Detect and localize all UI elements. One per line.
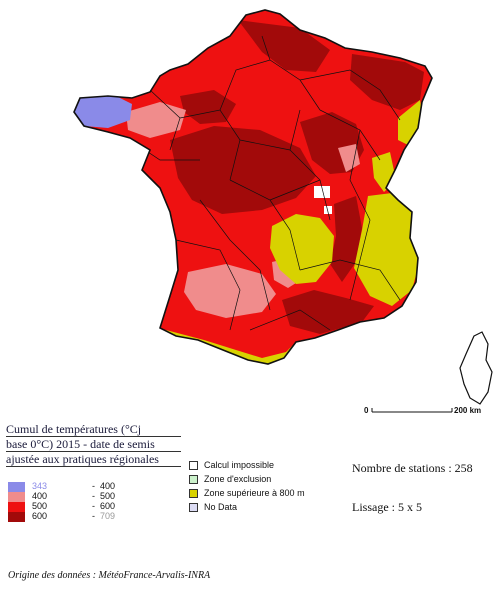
legend-class-1-swatch: [8, 482, 25, 492]
data-origin: Origine des données : MétéoFrance-Arvali…: [8, 570, 211, 581]
legend-class-4-dash: -: [92, 511, 95, 521]
key-zone-800m-label: Zone supérieure à 800 m: [204, 488, 305, 498]
legend-class-2-high: 500: [100, 491, 116, 501]
white-zone-calcul-impossible: [314, 186, 330, 198]
white-zone-small: [324, 206, 332, 214]
key-zone-exclusion-label: Zone d'exclusion: [204, 474, 272, 484]
pink-zone-aquitaine: [184, 264, 276, 318]
legend-class-2-low: 400: [32, 491, 48, 501]
legend-class-4-low: 600: [32, 511, 48, 521]
smoothing-info: Lissage : 5 x 5: [352, 500, 422, 514]
key-zone-exclusion-box: [189, 475, 198, 484]
stations-count: Nombre de stations : 258: [352, 461, 473, 475]
yellow-zone-massif-central: [270, 214, 334, 284]
legend-class-3-low: 500: [32, 501, 48, 511]
france-outline: [73, 9, 433, 365]
pink-zone-normandy: [126, 102, 186, 138]
legend-class-3-swatch: [8, 502, 25, 512]
legend-title: Cumul de températures (°Cj base 0°C) 201…: [6, 422, 181, 467]
legend-class-2-swatch: [8, 492, 25, 502]
legend-title-line-3: ajustée aux pratiques régionales: [6, 452, 181, 467]
temperature-map: [73, 9, 493, 413]
legend-title-line-1: Cumul de températures (°Cj: [6, 422, 181, 437]
legend-class-1-dash: -: [92, 481, 95, 491]
key-no-data-box: [189, 503, 198, 512]
corsica-outline: [459, 331, 493, 405]
legend-title-line-2: base 0°C) 2015 - date de semis: [6, 437, 181, 452]
legend-class-4-high: 709: [100, 511, 116, 521]
dark-zone-north: [238, 20, 330, 72]
yellow-zone-alps: [354, 192, 420, 306]
legend-class-2-dash: -: [92, 491, 95, 501]
legend-class-4-swatch: [8, 512, 25, 522]
key-zone-800m-box: [189, 489, 198, 498]
key-no-data-label: No Data: [204, 502, 238, 512]
scale-end-label: 200 km: [454, 406, 482, 415]
key-calcul-impossible-label: Calcul impossible: [204, 460, 275, 470]
pink-zone-east: [338, 144, 360, 172]
yellow-zone-jura: [398, 100, 424, 146]
blue-zone-brittany: [74, 94, 132, 128]
legend-class-1-low: 343: [32, 481, 48, 491]
dark-zone-northeast: [350, 54, 424, 110]
legend-class-3-high: 600: [100, 501, 116, 511]
department-boundaries: [129, 35, 401, 331]
dark-zone-mediterranean: [282, 290, 374, 334]
scale-start-label: 0: [364, 406, 369, 415]
scale-bar: [371, 408, 453, 413]
legend-class-3-dash: -: [92, 501, 95, 511]
legend-class-1-high: 400: [100, 481, 116, 491]
key-calcul-impossible-box: [189, 461, 198, 470]
